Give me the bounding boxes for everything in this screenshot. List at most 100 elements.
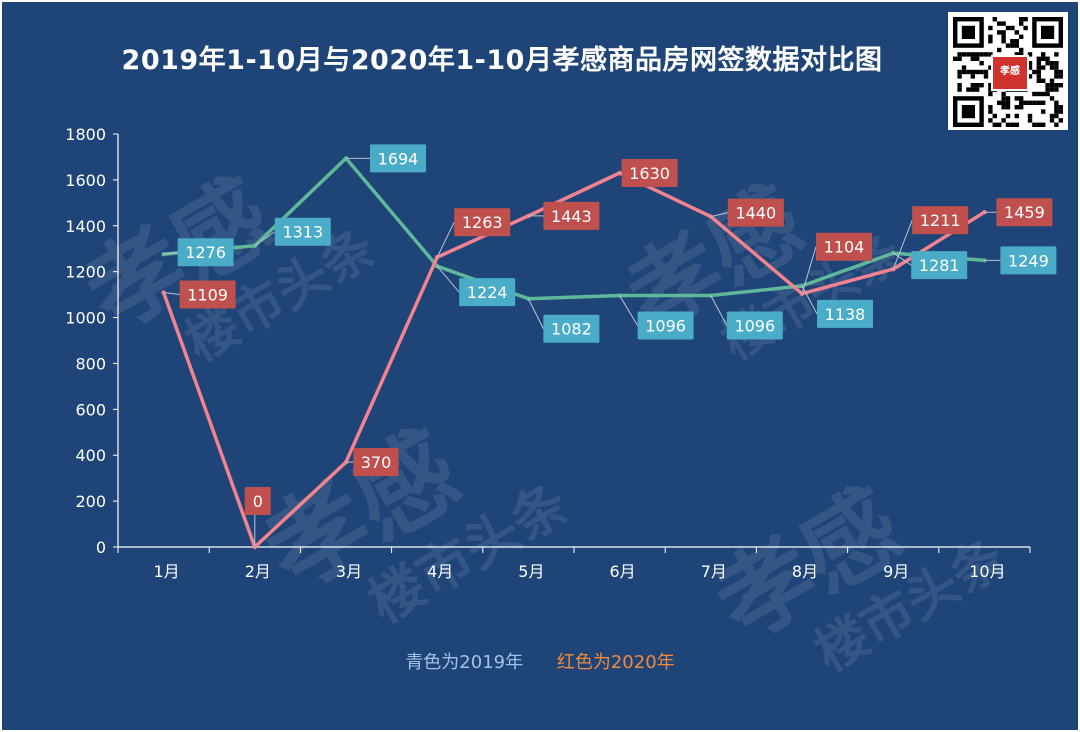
- qr-module: [957, 74, 962, 79]
- qr-module: [1005, 113, 1011, 119]
- qr-module: [953, 56, 958, 61]
- qr-module: [975, 56, 980, 61]
- qr-module: [1054, 113, 1059, 119]
- qr-module: [1041, 122, 1046, 127]
- qr-finder-core: [961, 25, 975, 39]
- qr-module: [983, 69, 989, 75]
- x-tick-label: 9月: [883, 562, 909, 581]
- qr-module: [1023, 17, 1028, 22]
- qr-module: [1041, 91, 1046, 97]
- qr-module: [1014, 122, 1019, 127]
- legend-2019: 青色为2019年: [405, 652, 524, 673]
- legend: 青色为2019年 红色为2020年: [2, 648, 1078, 674]
- qr-module: [1032, 100, 1037, 105]
- data-point-2019: [708, 293, 713, 298]
- qr-module: [1054, 52, 1059, 57]
- label-leader: [801, 246, 817, 294]
- x-tick-label: 10月: [969, 562, 1005, 581]
- qr-module: [1049, 87, 1055, 92]
- data-label-box-2020: [912, 206, 969, 235]
- qr-module: [1023, 100, 1028, 105]
- x-tick-label: 4月: [427, 562, 453, 581]
- qr-module: [992, 17, 997, 22]
- qr-module: [1054, 109, 1059, 114]
- qr-finder-core: [1041, 25, 1055, 39]
- data-labels: 1276 1313 1694 1224 1082 1096 1096 1138 1281 1249…: [163, 144, 1057, 547]
- data-label-box-2020: [543, 201, 600, 230]
- label-leader: [163, 251, 178, 255]
- qr-module: [1049, 113, 1055, 119]
- data-label-box-2019: [543, 314, 600, 343]
- qr-module: [988, 109, 993, 114]
- qr-module: [1041, 100, 1046, 105]
- qr-module: [970, 83, 975, 88]
- label-leader: [892, 219, 913, 270]
- qr-module: [1049, 83, 1055, 88]
- label-leader: [892, 252, 912, 266]
- qr-module: [1036, 61, 1041, 66]
- y-tick-label: 1000: [65, 309, 106, 328]
- qr-module: [970, 69, 975, 75]
- qr-module: [997, 30, 1002, 35]
- qr-module: [1054, 83, 1059, 88]
- qr-module: [1041, 65, 1046, 70]
- qr-module: [988, 118, 993, 123]
- qr-module: [1014, 52, 1019, 57]
- data-label-2020: 1440: [735, 204, 776, 223]
- data-label-box-2020: [454, 208, 511, 237]
- data-label-box-2019: [370, 144, 426, 173]
- data-label-2019: 1082: [551, 320, 592, 339]
- qr-module: [1019, 52, 1024, 57]
- data-label-box-2019: [726, 311, 783, 340]
- qr-code[interactable]: 孝感: [948, 12, 1068, 130]
- data-point-2019: [526, 296, 531, 301]
- qr-module: [992, 122, 997, 127]
- x-tick-label: 5月: [518, 562, 544, 581]
- label-leader: [527, 298, 544, 329]
- qr-module: [1001, 96, 1006, 101]
- qr-module: [1036, 78, 1041, 83]
- qr-module: [1027, 74, 1033, 79]
- qr-module: [1049, 118, 1055, 123]
- qr-module: [1014, 96, 1019, 101]
- qr-module: [1005, 43, 1011, 48]
- qr-module: [1036, 69, 1041, 75]
- qr-module: [1010, 122, 1015, 127]
- label-leader: [801, 285, 818, 315]
- data-label-2020: 1630: [629, 164, 670, 183]
- qr-module: [1036, 100, 1041, 105]
- data-label-2019: 1694: [378, 149, 419, 168]
- qr-module: [988, 39, 993, 44]
- qr-module: [1014, 43, 1019, 48]
- qr-module: [970, 52, 975, 57]
- series-line-2019: [161, 156, 987, 301]
- qr-module: [1054, 61, 1059, 66]
- data-label-2020: 1443: [551, 207, 592, 226]
- qr-module: [1005, 25, 1011, 31]
- data-label-2019: 1096: [734, 317, 775, 336]
- y-tick-label: 1400: [65, 217, 106, 236]
- data-label-box-2020: [353, 448, 399, 477]
- qr-module: [988, 83, 993, 88]
- qr-module: [1054, 65, 1059, 70]
- data-label-2020: 1263: [462, 213, 503, 232]
- qr-module: [1023, 25, 1028, 31]
- qr-module: [957, 83, 962, 88]
- label-leader: [436, 265, 460, 293]
- qr-module: [1001, 105, 1006, 110]
- chart-title: 2019年1-10月与2020年1-10月孝感商品房网签数据对比图: [121, 45, 883, 76]
- qr-module: [1045, 56, 1050, 61]
- qr-module: [1041, 78, 1046, 83]
- qr-module: [1032, 69, 1037, 75]
- qr-module: [988, 91, 993, 97]
- qr-module: [1054, 74, 1059, 79]
- qr-module: [1027, 61, 1033, 66]
- qr-module: [966, 69, 971, 75]
- label-leader: [619, 295, 639, 326]
- qr-module: [1041, 56, 1046, 61]
- qr-module: [1027, 100, 1033, 105]
- x-tick-label: 6月: [610, 562, 636, 581]
- label-leader: [163, 292, 180, 296]
